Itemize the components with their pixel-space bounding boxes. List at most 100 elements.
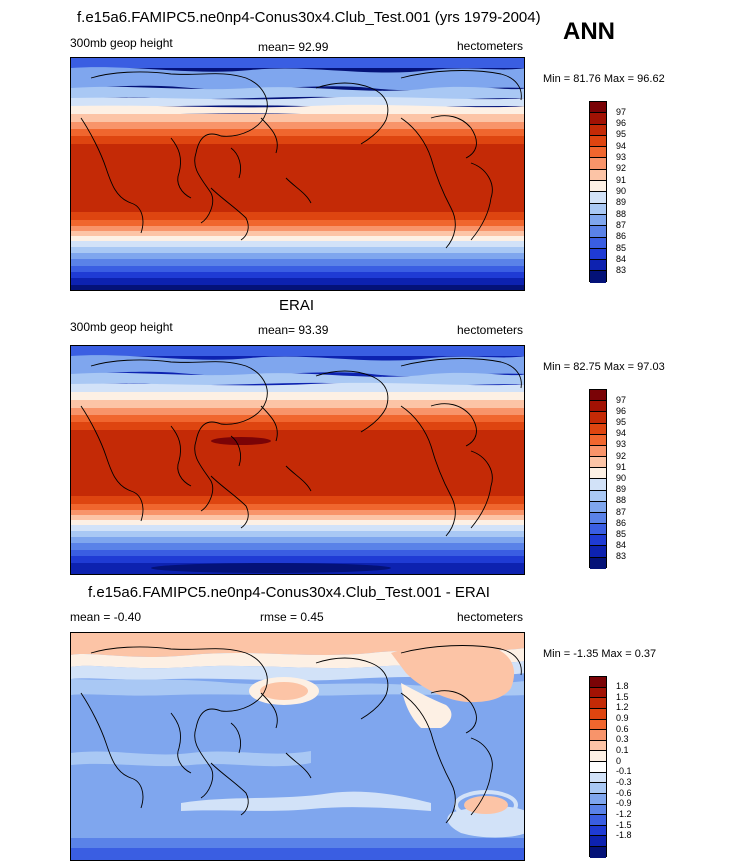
colorbar-swatch — [590, 169, 606, 182]
colorbar-swatch — [590, 783, 606, 794]
panel3-minmax: Min = -1.35 Max = 0.37 — [543, 648, 657, 660]
colorbar-tick-label: 94 — [616, 140, 627, 151]
colorbar-tick-label: -0.9 — [616, 798, 632, 809]
panel1-title: f.e15a6.FAMIPC5.ne0np4-Conus30x4.Club_Te… — [77, 9, 541, 26]
colorbar-swatch — [590, 390, 606, 402]
panel1-minmax: Min = 81.76 Max = 96.62 — [543, 73, 665, 85]
colorbar-swatch — [590, 445, 606, 458]
colorbar-tick-label: 0.3 — [616, 734, 629, 745]
colorbar-swatch — [590, 535, 606, 547]
colorbar-tick-label: -0.1 — [616, 766, 632, 777]
colorbar-swatch — [590, 751, 606, 762]
panel2-map — [70, 345, 525, 575]
colorbar-swatch — [590, 434, 606, 446]
colorbar-tick-label: 86 — [616, 231, 627, 242]
colorbar-swatch — [590, 524, 606, 536]
panel3-coastlines — [80, 645, 522, 824]
panel1-map — [70, 57, 525, 291]
colorbar-swatch — [590, 423, 606, 435]
colorbar-swatch — [590, 412, 606, 424]
colorbar-swatch — [590, 698, 606, 709]
colorbar-swatch — [590, 793, 606, 805]
colorbar-tick-label: 94 — [616, 428, 627, 439]
colorbar-tick-label: 95 — [616, 129, 627, 140]
colorbar-tick-label: 88 — [616, 208, 627, 219]
colorbar-tick-label: -0.3 — [616, 776, 632, 787]
colorbar-tick-label: 0.1 — [616, 745, 629, 756]
colorbar-tick-label: 1.2 — [616, 702, 629, 713]
colorbar-swatch — [590, 248, 606, 261]
colorbar-swatch — [590, 260, 606, 272]
colorbar-tick-label: -0.6 — [616, 787, 632, 798]
colorbar-tick-label: 90 — [616, 473, 627, 483]
colorbar-tick-label: 84 — [616, 540, 627, 551]
colorbar-tick-label: 86 — [616, 517, 627, 528]
colorbar-tick-label: 91 — [616, 461, 627, 472]
colorbar-tick-label: 96 — [616, 405, 627, 416]
colorbar-swatch — [590, 479, 606, 491]
colorbar-tick-label: 92 — [616, 450, 627, 461]
colorbar-tick-label: 97 — [616, 106, 627, 117]
panel3-units-label: hectometers — [457, 610, 524, 624]
colorbar-swatch — [590, 836, 606, 847]
colorbar-tick-label: -1.8 — [616, 830, 632, 841]
colorbar-tick-label: 89 — [616, 484, 627, 495]
colorbar-swatch — [590, 457, 606, 469]
panel3-mean-label: mean = -0.40 — [70, 610, 142, 624]
colorbar-tick-label: 92 — [616, 163, 627, 174]
colorbar-tick-label: 90 — [616, 186, 627, 196]
colorbar-swatch — [590, 557, 606, 569]
panel1-colorbar — [589, 101, 607, 283]
colorbar-swatch — [590, 512, 606, 525]
colorbar-tick-label: 1.8 — [616, 681, 629, 692]
colorbar-swatch — [590, 730, 606, 741]
colorbar-swatch — [590, 226, 606, 238]
colorbar-tick-label: 85 — [616, 242, 627, 253]
panel2-units-label: hectometers — [457, 323, 524, 337]
panel3-colorbar — [589, 676, 607, 858]
colorbar-swatch — [590, 762, 606, 773]
colorbar-tick-label: 0 — [616, 755, 622, 766]
panel3-rmse-label: rmse = 0.45 — [260, 610, 324, 624]
colorbar-swatch — [590, 135, 606, 148]
colorbar-tick-label: -1.5 — [616, 819, 632, 830]
season-label: ANN — [563, 18, 615, 45]
panel3-map — [70, 632, 525, 861]
colorbar-tick-label: 83 — [616, 265, 627, 276]
colorbar-tick-label: 95 — [616, 417, 627, 428]
colorbar-swatch — [590, 804, 606, 816]
colorbar-swatch — [590, 815, 606, 826]
colorbar-tick-label: 0.9 — [616, 713, 629, 724]
colorbar-swatch — [590, 192, 606, 204]
colorbar-swatch — [590, 687, 606, 699]
panel2-title: ERAI — [279, 297, 315, 314]
colorbar-swatch — [590, 847, 606, 858]
panel3-title: f.e15a6.FAMIPC5.ne0np4-Conus30x4.Club_Te… — [88, 584, 490, 601]
colorbar-swatch — [590, 181, 606, 193]
colorbar-swatch — [590, 158, 606, 170]
colorbar-swatch — [590, 271, 606, 283]
colorbar-swatch — [590, 203, 606, 215]
colorbar-tick-label: 87 — [616, 506, 627, 517]
colorbar-tick-label: 87 — [616, 219, 627, 230]
panel1-left-label: 300mb geop height — [70, 36, 173, 50]
colorbar-tick-label: 85 — [616, 528, 627, 539]
colorbar-tick-label: 96 — [616, 118, 627, 129]
panel2-minmax: Min = 82.75 Max = 97.03 — [543, 361, 665, 373]
panel1-units-label: hectometers — [457, 39, 524, 53]
colorbar-swatch — [590, 490, 606, 502]
panel2-coastlines — [80, 358, 522, 537]
panel1-coastlines — [80, 70, 522, 249]
colorbar-tick-label: 88 — [616, 495, 627, 506]
colorbar-swatch — [590, 113, 606, 125]
colorbar-swatch — [590, 740, 606, 752]
colorbar-tick-label: 84 — [616, 253, 627, 264]
colorbar-tick-label: 83 — [616, 551, 627, 562]
colorbar-swatch — [590, 237, 606, 249]
colorbar-tick-label: -1.2 — [616, 808, 632, 819]
panel2-mean-label: mean= 93.39 — [258, 323, 329, 337]
colorbar-swatch — [590, 124, 606, 136]
colorbar-tick-label: 89 — [616, 197, 627, 208]
colorbar-tick-label: 93 — [616, 152, 627, 163]
panel2-colorbar — [589, 389, 607, 569]
